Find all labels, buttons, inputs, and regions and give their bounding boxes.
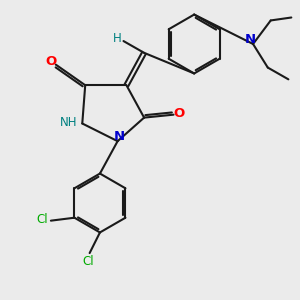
Text: H: H	[113, 32, 122, 45]
Text: Cl: Cl	[82, 255, 94, 268]
Text: N: N	[244, 33, 256, 46]
Text: O: O	[46, 55, 57, 68]
Text: Cl: Cl	[36, 213, 48, 226]
Text: NH: NH	[60, 116, 78, 128]
Text: N: N	[113, 130, 124, 143]
Text: O: O	[173, 107, 184, 120]
